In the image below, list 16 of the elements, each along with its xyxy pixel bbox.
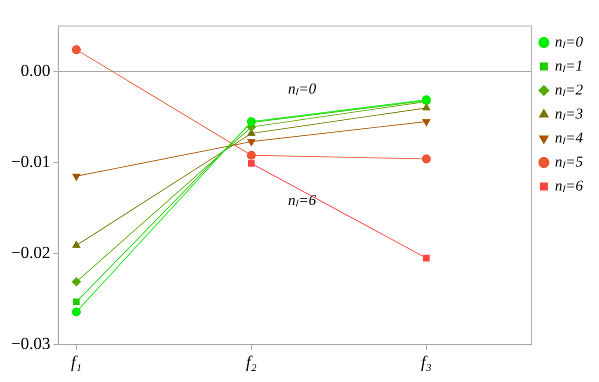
legend-label: nₗ=6 [554, 178, 584, 194]
legend-label: nₗ=3 [554, 106, 584, 122]
y-tick-label: −0.02 [10, 243, 50, 262]
y-tick-label: −0.01 [10, 152, 50, 172]
x-tick-label: f₂ [246, 352, 257, 372]
annotation: nₗ=6 [288, 193, 317, 210]
legend-label: nₗ=2 [554, 82, 584, 98]
legend-label: nₗ=1 [554, 58, 584, 74]
legend-label: nₗ=0 [554, 34, 584, 50]
y-tick-label: −0.03 [10, 334, 50, 354]
legend-label: nₗ=5 [554, 154, 584, 170]
x-tick-label: f₁ [71, 352, 82, 372]
x-tick-label: f₃ [421, 352, 432, 372]
legend-label: nₗ=4 [554, 130, 584, 146]
y-tick-label: 0.00 [20, 60, 50, 80]
annotation: nₗ=0 [288, 82, 317, 98]
